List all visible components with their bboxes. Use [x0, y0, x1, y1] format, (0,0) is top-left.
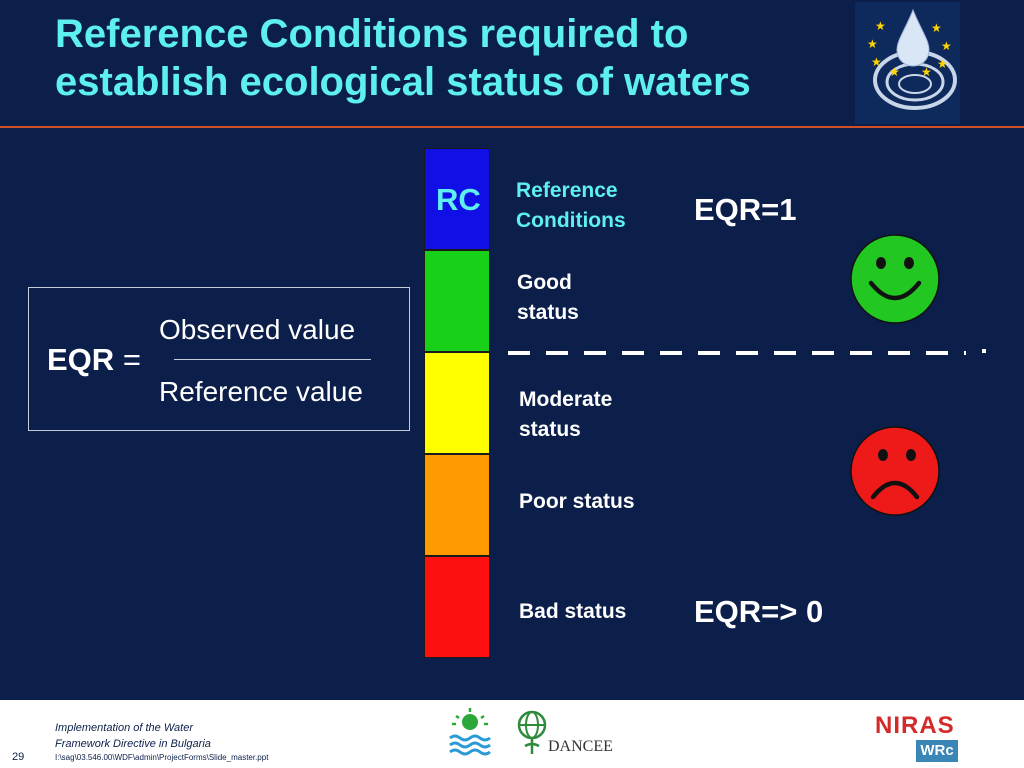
footer-file-path: I:\sag\03.546.00\WDF\admin\ProjectForms\… — [55, 753, 269, 762]
dancee-globe-logo-icon — [517, 710, 547, 754]
scale-segment-reference — [424, 148, 490, 250]
sun-waves-logo-icon — [449, 708, 491, 756]
eqr-formula-lhs: EQR = — [47, 342, 141, 377]
svg-text:★: ★ — [931, 21, 942, 35]
niras-logo-text: NIRAS — [875, 712, 955, 739]
scale-segment-good — [424, 250, 490, 352]
title-divider — [0, 126, 1024, 128]
svg-text:★: ★ — [871, 55, 882, 69]
slide-background: Reference Conditions required to establi… — [0, 0, 1024, 700]
footer-project-text: Implementation of the Water Framework Dir… — [55, 722, 211, 750]
label-good-status: Good status — [517, 271, 579, 324]
boundary-dot — [982, 349, 986, 353]
svg-text:★: ★ — [875, 19, 886, 33]
label-bad-status: Bad status — [519, 600, 627, 623]
eqr-formula-box: EQR = Observed value Reference value — [28, 287, 410, 431]
svg-text:★: ★ — [921, 65, 932, 79]
eu-water-drop-logo: ★ ★ ★ ★ ★ ★ ★ ★ — [855, 2, 960, 124]
dancee-logo-text: DANCEE — [548, 738, 613, 755]
eqr-denominator: Reference value — [159, 376, 363, 407]
wrc-logo: WRc — [916, 740, 958, 762]
eqr-one-label: EQR=1 — [694, 192, 797, 227]
svg-text:★: ★ — [937, 57, 948, 71]
label-reference-conditions: Reference Conditions — [516, 179, 626, 232]
scale-segment-moderate — [424, 352, 490, 454]
fraction-bar — [174, 359, 371, 360]
frowny-face-icon — [850, 426, 940, 516]
good-moderate-boundary-line — [508, 351, 966, 355]
page-number: 29 — [12, 751, 25, 763]
smiley-face-icon — [850, 234, 940, 324]
scale-segment-poor — [424, 454, 490, 556]
eqr-numerator: Observed value — [159, 314, 356, 345]
label-moderate-status: Moderate status — [519, 388, 613, 441]
rc-label: RC — [436, 182, 481, 217]
svg-text:★: ★ — [867, 37, 878, 51]
svg-text:★: ★ — [889, 65, 900, 79]
svg-text:★: ★ — [941, 39, 952, 53]
scale-segment-bad — [424, 556, 490, 658]
slide-title: Reference Conditions required to establi… — [55, 12, 751, 104]
eqr-zero-label: EQR=> 0 — [694, 594, 824, 629]
label-poor-status: Poor status — [519, 490, 635, 513]
